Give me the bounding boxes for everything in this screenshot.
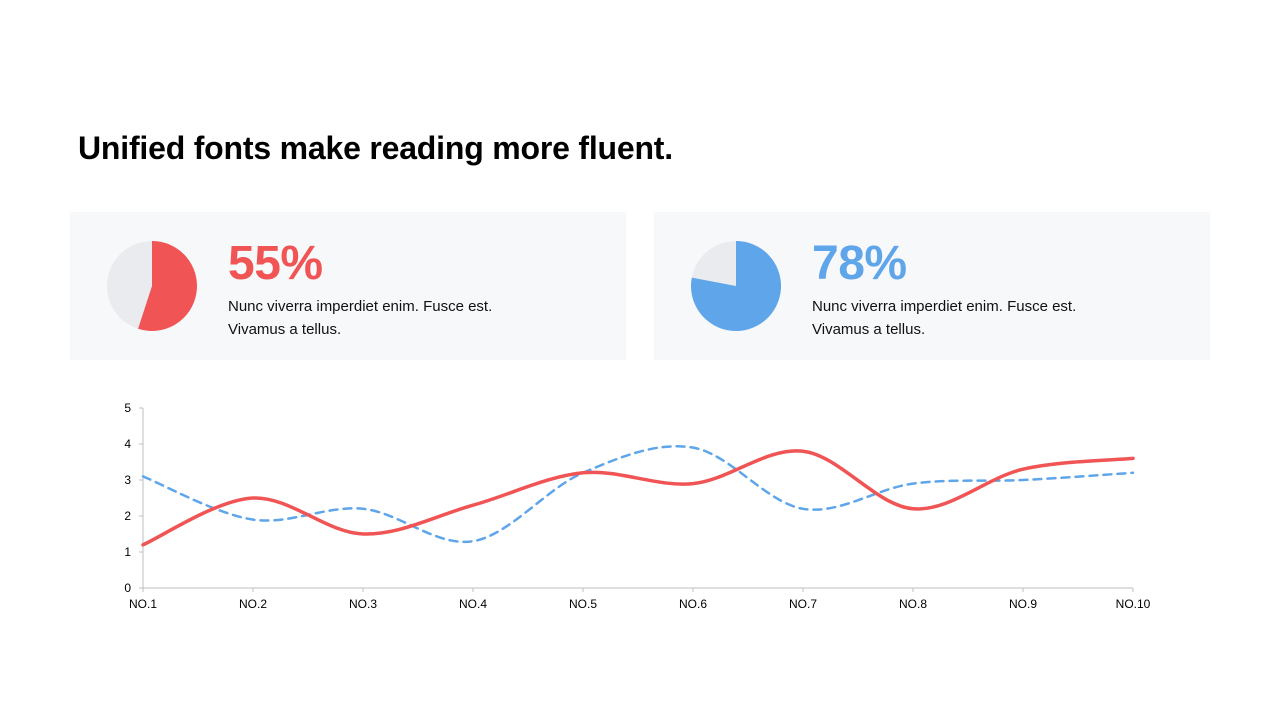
pie-chart-icon xyxy=(107,241,197,331)
series-line-red-solid xyxy=(141,449,1135,547)
pie-chart-icon xyxy=(691,241,781,331)
series-line-blue-dashed xyxy=(141,445,1135,544)
stat-percent: 55% xyxy=(228,237,323,290)
y-tick-label: 2 xyxy=(124,509,131,523)
stat-description-line2: Vivamus a tellus. xyxy=(228,321,342,338)
y-tick-label: 5 xyxy=(124,401,131,415)
y-tick-label: 4 xyxy=(124,437,131,451)
x-tick-label: NO.7 xyxy=(789,597,817,611)
x-tick-label: NO.10 xyxy=(1116,597,1151,611)
y-tick-label: 1 xyxy=(124,545,131,559)
stat-description: Nunc viverra imperdiet enim. Fusce est. … xyxy=(812,295,1132,341)
stat-percent: 78% xyxy=(812,237,907,290)
x-tick-label: NO.3 xyxy=(349,597,377,611)
stat-card-78: 78% Nunc viverra imperdiet enim. Fusce e… xyxy=(654,212,1210,360)
x-tick-label: NO.9 xyxy=(1009,597,1037,611)
x-tick-label: NO.8 xyxy=(899,597,927,611)
x-tick-label: NO.2 xyxy=(239,597,267,611)
stat-description-line1: Nunc viverra imperdiet enim. Fusce est. xyxy=(228,298,493,315)
page-title: Unified fonts make reading more fluent. xyxy=(78,130,673,166)
x-tick-label: NO.1 xyxy=(129,597,157,611)
stat-card-55: 55% Nunc viverra imperdiet enim. Fusce e… xyxy=(70,212,626,360)
stat-description: Nunc viverra imperdiet enim. Fusce est. … xyxy=(228,295,548,341)
pie-slice-55 xyxy=(138,241,197,331)
line-chart-svg: 0 1 2 3 4 5 NO.1 NO.2 NO.3 NO.4 NO.5 NO.6 NO.7 NO.8 NO… xyxy=(124,401,1151,611)
x-tick-label: NO.5 xyxy=(569,597,597,611)
x-tick-label: NO.6 xyxy=(679,597,707,611)
stat-description-line2: Vivamus a tellus. xyxy=(812,321,926,338)
y-tick-label: 0 xyxy=(124,581,131,595)
stat-description-line1: Nunc viverra imperdiet enim. Fusce est. xyxy=(812,298,1077,315)
x-tick-label: NO.4 xyxy=(459,597,487,611)
pie-slice-78 xyxy=(691,241,781,331)
y-tick-label: 3 xyxy=(124,473,131,487)
line-chart: 0 1 2 3 4 5 NO.1 NO.2 NO.3 NO.4 NO.5 NO.6 NO.7 NO.8 NO… xyxy=(100,390,1180,620)
